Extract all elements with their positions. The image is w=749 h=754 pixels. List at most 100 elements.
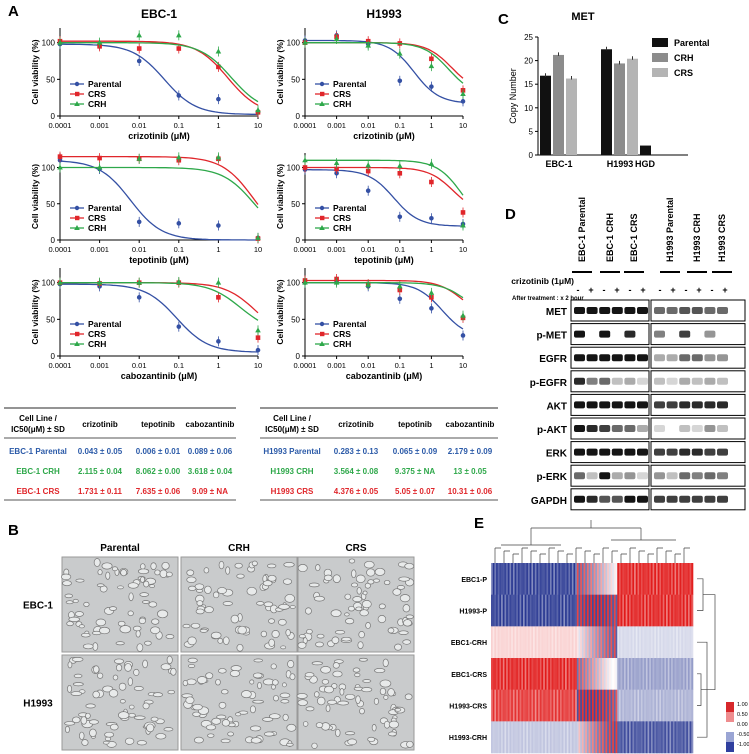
heatmap-cell (644, 658, 647, 690)
heatmap-cell (560, 626, 562, 659)
data-point-crh (333, 160, 340, 166)
heatmap-cell (521, 626, 524, 659)
cell-shape (297, 699, 308, 707)
heatmap-cell (623, 658, 626, 690)
protein-label: GAPDH (531, 496, 567, 507)
heatmap-cell (608, 658, 611, 690)
legend-label: CRS (333, 89, 351, 99)
cell-shape (71, 657, 84, 662)
x-tick-label: 0.001 (327, 361, 346, 370)
heatmap-cell (622, 626, 625, 659)
cell-shape (136, 740, 147, 746)
heatmap-row-label: H1993-P (459, 609, 487, 616)
cell-shape (142, 659, 148, 669)
heatmap-row-label: EBC1-P (461, 577, 487, 584)
heatmap-cell (516, 658, 519, 690)
heatmap-cell (546, 594, 549, 627)
heatmap-cell (526, 689, 529, 722)
heatmap-cell (538, 594, 541, 627)
blot-band (574, 425, 585, 432)
heatmap-cell (583, 689, 586, 722)
table-cell-line: EBC-1 CRH (16, 467, 60, 476)
legend-marker (319, 225, 325, 230)
blot-band (599, 377, 611, 385)
heatmap-cell (677, 563, 680, 595)
heatmap-cell (605, 594, 608, 627)
heatmap-cell (590, 626, 593, 659)
cell-shape (249, 725, 262, 732)
x-tick-label: 0.0001 (49, 245, 72, 254)
data-point-crh (397, 283, 403, 289)
blot-band (586, 472, 598, 480)
heatmap-cell (639, 563, 642, 595)
cell-shape (347, 738, 357, 746)
cell-shape (263, 731, 275, 737)
cell-shape (267, 574, 277, 582)
heatmap-cell (602, 658, 605, 690)
x-axis-label: tepotinib (μM) (354, 255, 414, 265)
heatmap-cell (504, 721, 507, 754)
cell-shape (355, 574, 366, 583)
cell-shape (124, 663, 132, 672)
heatmap-cell (538, 658, 541, 690)
legend-marker (74, 101, 80, 106)
heatmap-cell (511, 721, 514, 754)
legend-label: CRH (333, 99, 351, 109)
cell-shape (118, 682, 127, 691)
cell-shape (79, 731, 85, 740)
heatmap-cell (494, 658, 497, 690)
cell-shape (187, 664, 196, 669)
heatmap-cell (634, 721, 637, 754)
heatmap-cell (620, 594, 623, 627)
x-axis-label: tepotinib (μM) (129, 255, 189, 265)
cell-shape (325, 704, 331, 713)
cell-shape (285, 628, 291, 637)
blot-band (637, 354, 648, 362)
heatmap-cell (595, 721, 598, 754)
table-cell: 0.043 ± 0.05 (78, 447, 123, 456)
heatmap-cell (615, 689, 618, 722)
cell-shape (205, 672, 214, 680)
heatmap-cell (506, 689, 509, 722)
legend-label: CRS (674, 68, 693, 78)
legend-swatch (652, 38, 668, 47)
heatmap-cell (612, 594, 615, 627)
heatmap-cell (554, 594, 557, 627)
blot-band (637, 495, 648, 503)
heatmap-cell (639, 658, 642, 690)
data-point-parental (216, 96, 221, 102)
heatmap-cell (539, 658, 542, 690)
heatmap-cell (625, 626, 628, 659)
cell-shape (398, 576, 410, 582)
heatmap-cell (534, 594, 537, 627)
y-tick-label: 0 (296, 112, 301, 121)
heatmap-cell (570, 689, 573, 722)
cell-shape (221, 719, 230, 727)
heatmap-cell (607, 594, 610, 627)
cell-shape (119, 625, 132, 634)
cell-shape (296, 693, 308, 699)
heatmap-cell (533, 563, 536, 595)
blot-band (704, 401, 716, 409)
heatmap-cell (553, 594, 556, 627)
heatmap-cell (607, 563, 610, 595)
blot-band (717, 377, 728, 385)
cell-shape (235, 712, 242, 717)
heatmap-cell (672, 594, 675, 627)
heatmap-cell (529, 721, 532, 754)
cell-shape (251, 560, 258, 567)
blot-band (574, 377, 585, 385)
heatmap-cell (691, 689, 694, 722)
heatmap-cell (496, 721, 499, 754)
legend-label: Parental (674, 38, 710, 48)
heatmap-cell (598, 689, 601, 722)
cell-shape (234, 562, 243, 569)
heatmap-cell (669, 563, 672, 595)
heatmap-cell (635, 689, 638, 722)
heatmap-cell (514, 689, 517, 722)
heatmap-cell (649, 689, 652, 722)
heatmap-cell (504, 689, 507, 722)
cell-shape (271, 629, 280, 639)
cell-shape (78, 624, 85, 629)
legend-label: CRS (333, 329, 351, 339)
